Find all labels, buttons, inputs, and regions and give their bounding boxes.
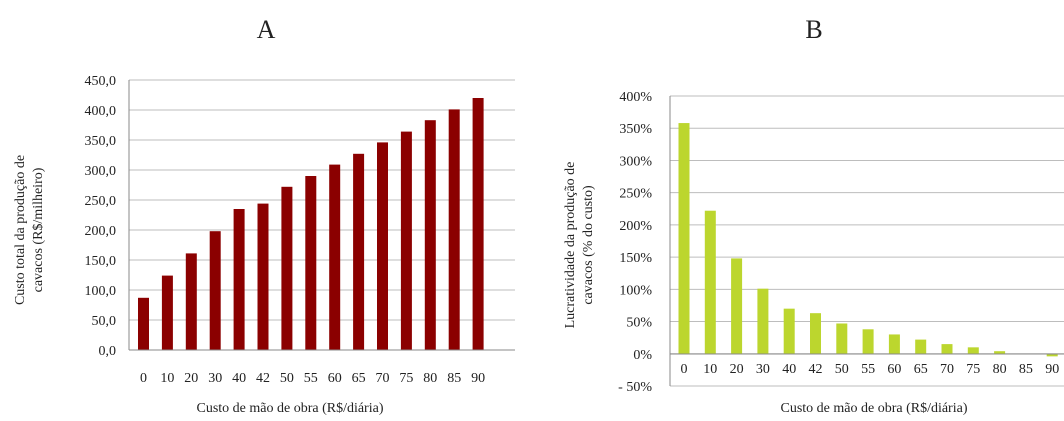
b-x-tick-label: 70 [940, 362, 954, 377]
panel-a-label: A [257, 15, 276, 44]
b-y-tick-label: 100% [619, 283, 652, 298]
a-bar-90 [472, 98, 484, 350]
b-y-tick-label: 350% [619, 122, 652, 137]
a-y-tick-label: 350,0 [85, 134, 117, 149]
b-x-tick-label: 60 [887, 362, 901, 377]
a-bar-40 [233, 209, 245, 350]
b-bar-40 [783, 308, 795, 354]
b-y-tick-label: 0% [633, 348, 652, 363]
b-x-tick-label: 20 [730, 362, 744, 377]
a-x-tick-label: 90 [471, 371, 485, 386]
a-x-tick-label: 42 [256, 371, 270, 386]
b-y-tick-label: 200% [619, 219, 652, 234]
panel-b-x-axis-title: Custo de mão de obra (R$/diária) [780, 401, 967, 416]
b-bar-30 [757, 288, 769, 354]
a-bar-75 [400, 131, 412, 350]
b-bar-75 [967, 347, 979, 354]
a-bar-80 [424, 120, 436, 350]
a-bar-0 [138, 297, 149, 350]
a-bar-55 [305, 176, 317, 350]
b-x-tick-label: 75 [966, 362, 980, 377]
a-x-tick-label: 70 [376, 371, 390, 386]
b-x-tick-label: 42 [809, 362, 823, 377]
b-x-tick-label: 30 [756, 362, 770, 377]
b-x-tick-label: 65 [914, 362, 928, 377]
a-bar-42 [257, 203, 269, 350]
b-bar-0 [678, 123, 690, 354]
a-x-tick-label: 65 [352, 371, 366, 386]
a-bar-30 [209, 231, 221, 350]
b-bar-42 [810, 313, 821, 354]
a-bar-10 [161, 275, 173, 350]
b-y-tick-label: 300% [619, 154, 652, 169]
b-x-tick-label: 0 [681, 362, 688, 377]
a-x-tick-label: 75 [399, 371, 413, 386]
b-bar-70 [941, 344, 953, 354]
a-y-tick-label: 200,0 [85, 224, 117, 239]
a-x-tick-label: 60 [328, 371, 342, 386]
b-bar-10 [704, 210, 716, 354]
a-bar-85 [448, 109, 460, 351]
b-x-tick-label: 85 [1019, 362, 1033, 377]
a-y-tick-label: 50,0 [92, 314, 117, 329]
b-bar-90 [1046, 353, 1058, 357]
b-bar-20 [731, 258, 743, 354]
b-bar-65 [915, 339, 927, 354]
a-x-tick-label: 30 [208, 371, 222, 386]
panel-a-y-axis-title-line1: Custo total da produção de [13, 155, 28, 305]
a-x-tick-label: 55 [304, 371, 318, 386]
b-x-tick-label: 80 [993, 362, 1007, 377]
a-x-tick-label: 0 [140, 371, 147, 386]
panel-b-label: B [805, 15, 822, 44]
b-bar-50 [836, 323, 848, 354]
a-bar-50 [281, 186, 293, 350]
a-bar-20 [185, 253, 197, 350]
a-x-tick-label: 80 [423, 371, 437, 386]
b-y-tick-label: 250% [619, 187, 652, 202]
a-y-tick-label: 450,0 [85, 74, 117, 89]
panel-b: B - 50% 0% 50% 100% 150% 200% 250% 300% 350% 400%… [563, 15, 1064, 416]
b-y-tick-label: 50% [626, 316, 652, 331]
panel-a-x-axis-title: Custo de mão de obra (R$/diária) [196, 401, 383, 416]
b-bar-60 [888, 334, 900, 354]
b-bar-80 [994, 351, 1006, 354]
a-y-tick-label: 250,0 [85, 194, 117, 209]
a-x-tick-label: 50 [280, 371, 294, 386]
panel-a: A 0,0 50,0 100,0 150,0 200,0 250,0 300,0 350,0 4… [13, 15, 515, 416]
panel-b-y-axis-title-line2: cavacos (% do custo) [581, 185, 596, 305]
b-y-tick-label: 150% [619, 251, 652, 266]
b-x-tick-label: 90 [1045, 362, 1059, 377]
a-y-tick-label: 100,0 [85, 284, 117, 299]
a-bar-65 [353, 153, 365, 350]
panel-a-y-axis-title-line2: cavacos (R$/milheiro) [31, 167, 46, 292]
panel-b-y-axis-title-line1: Lucratividade da produção de [563, 162, 578, 329]
b-x-tick-label: 50 [835, 362, 849, 377]
a-bar-60 [329, 164, 341, 350]
a-x-tick-label: 40 [232, 371, 246, 386]
b-bar-55 [862, 329, 874, 354]
a-x-tick-label: 20 [184, 371, 198, 386]
a-y-tick-label: 150,0 [85, 254, 117, 269]
a-x-tick-label: 85 [447, 371, 461, 386]
b-x-tick-label: 40 [782, 362, 796, 377]
b-y-tick-label: 400% [619, 90, 652, 105]
a-bar-70 [377, 142, 388, 350]
b-x-tick-label: 55 [861, 362, 875, 377]
a-y-tick-label: 0,0 [99, 344, 117, 359]
a-x-tick-label: 10 [160, 371, 174, 386]
a-y-tick-label: 400,0 [85, 104, 117, 119]
a-y-tick-label: 300,0 [85, 164, 117, 179]
b-y-tick-label: - 50% [618, 380, 652, 395]
b-x-tick-label: 10 [703, 362, 717, 377]
